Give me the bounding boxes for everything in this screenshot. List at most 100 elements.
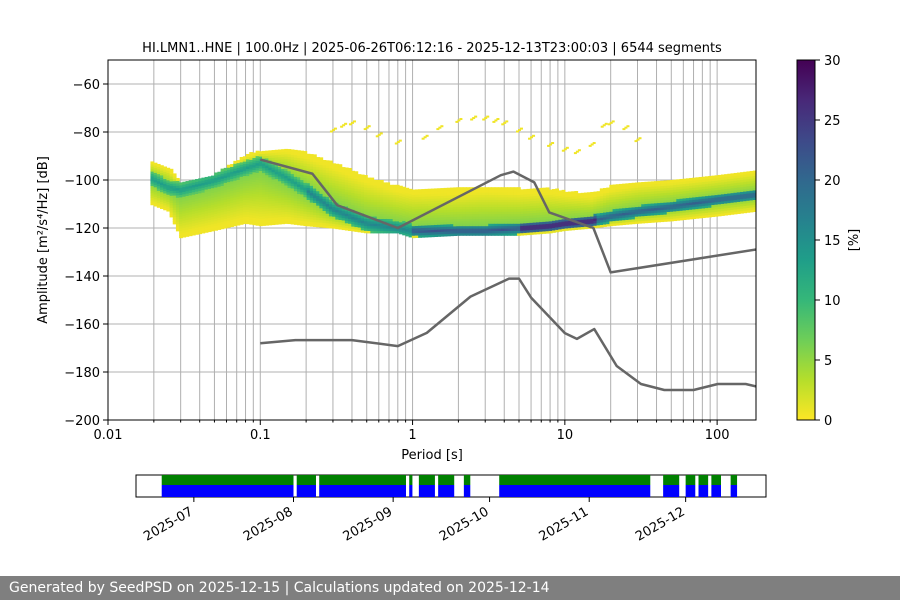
psd-cell [303, 211, 308, 215]
psd-cell [204, 220, 209, 224]
psd-cell [462, 216, 467, 219]
psd-cell [258, 201, 263, 205]
psd-cell [204, 203, 209, 207]
psd-cell [249, 180, 254, 184]
psd-cell [459, 211, 464, 215]
psd-cell [730, 190, 735, 194]
psd-cell [491, 230, 496, 234]
timeline-used-segments-bar [161, 475, 294, 485]
psd-cell [615, 220, 620, 224]
psd-cell [405, 226, 410, 230]
psd-cell [325, 177, 330, 181]
psd-cell [631, 206, 636, 210]
psd-cell [284, 177, 289, 181]
psd-cell [226, 207, 231, 211]
psd-cell [708, 187, 712, 191]
psd-cell [332, 180, 336, 184]
psd-cell [669, 199, 674, 203]
psd-cell [752, 192, 756, 196]
psd-cell [523, 210, 528, 214]
psd-cell [720, 205, 725, 209]
psd-cell [456, 216, 461, 220]
psd-cell [727, 192, 732, 196]
psd-cell [185, 200, 190, 204]
psd-cell [281, 180, 285, 184]
psd-cell [207, 229, 212, 233]
psd-cell [571, 193, 575, 197]
psd-cell [188, 206, 193, 210]
psd-outlier-cell [609, 121, 613, 124]
psd-cell [603, 214, 607, 218]
psd-cell [290, 168, 295, 172]
psd-cell [596, 203, 601, 207]
psd-cell [418, 194, 422, 198]
psd-cell [373, 206, 378, 210]
psd-cell [469, 204, 473, 207]
psd-cell [293, 205, 298, 209]
psd-cell [306, 223, 311, 227]
psd-cell [166, 189, 171, 193]
plot-frame [107, 59, 757, 421]
psd-outlier-cell [363, 128, 367, 131]
psd-cell [242, 177, 247, 181]
psd-cell [262, 170, 266, 174]
psd-cell [383, 182, 387, 186]
psd-cell [185, 188, 190, 192]
psd-cell [370, 201, 375, 205]
psd-cell [230, 202, 234, 206]
psd-cell [587, 223, 591, 227]
psd-cell [236, 212, 241, 216]
psd-cell [634, 182, 639, 186]
psd-cell [571, 208, 575, 212]
psd-cell [561, 189, 566, 193]
psd-cell [430, 217, 435, 221]
psd-cell [743, 198, 748, 202]
psd-cell [383, 218, 387, 222]
psd-cell [676, 191, 681, 195]
psd-cell [529, 219, 534, 223]
psd-cell [663, 211, 668, 215]
psd-cell [685, 207, 690, 211]
psd-cell [733, 196, 738, 200]
psd-cell [663, 206, 668, 210]
psd-cell [195, 212, 199, 216]
psd-cell [440, 188, 445, 192]
psd-cell [459, 208, 464, 212]
psd-cell [529, 222, 534, 226]
psd-cell [236, 167, 241, 171]
psd-cell [389, 228, 394, 231]
psd-cell [752, 189, 756, 193]
psd-cell [446, 233, 451, 237]
psd-cell [424, 191, 429, 195]
psd-cell [255, 217, 260, 221]
psd-cell [249, 197, 254, 201]
psd-cell [488, 220, 493, 224]
psd-cell [746, 173, 751, 177]
psd-cell [446, 226, 451, 230]
psd-cell [698, 184, 703, 188]
psd-cell [634, 216, 639, 220]
psd-cell [491, 218, 496, 222]
psd-cell [211, 194, 215, 198]
psd-cell [421, 225, 426, 229]
psd-cell [303, 167, 308, 171]
psd-cell [268, 150, 273, 154]
psd-cell [341, 176, 346, 180]
psd-cell [316, 169, 320, 173]
psd-cell [360, 203, 365, 207]
psd-cell [437, 231, 442, 235]
psd-cell [526, 227, 531, 231]
psd-cell [195, 186, 199, 190]
psd-cell [175, 218, 180, 222]
psd-cell [309, 185, 314, 189]
psd-cell [306, 199, 311, 203]
psd-cell [258, 211, 263, 215]
psd-cell [552, 220, 556, 224]
psd-cell [402, 217, 407, 221]
psd-cell [338, 188, 343, 192]
psd-cell [446, 228, 451, 232]
psd-cell [504, 204, 509, 207]
psd-cell [338, 219, 343, 223]
psd-cell [370, 225, 375, 229]
psd-cell [185, 197, 190, 201]
